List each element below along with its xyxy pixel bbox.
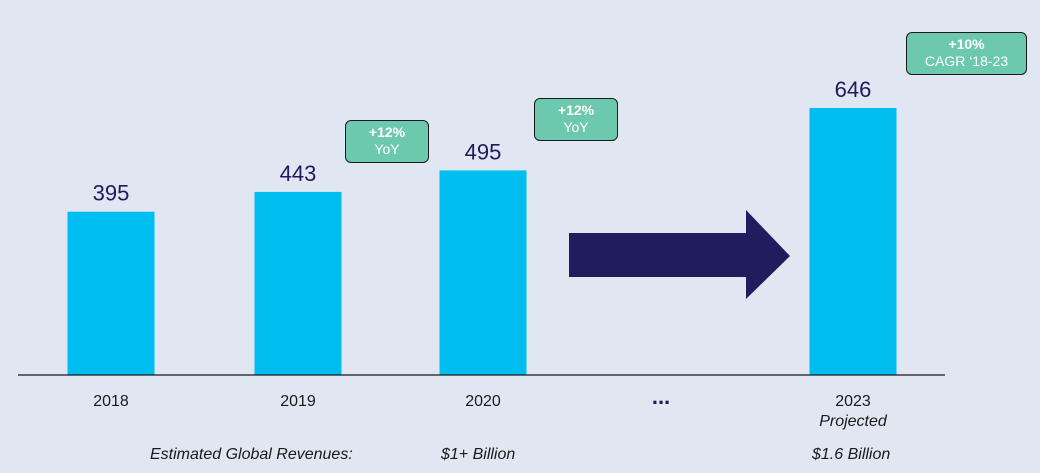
- value-label-2018: 395: [93, 181, 130, 206]
- yoy-badge-2019: +12% YoY: [345, 120, 429, 163]
- x-tick-label-2020: 2020: [465, 393, 501, 410]
- bar-2023: [809, 108, 897, 375]
- badge-text: YoY: [374, 141, 400, 157]
- x-tick-label-2019: 2019: [280, 393, 316, 410]
- badge-percent: +12%: [368, 124, 406, 140]
- badge-text: CAGR ‘18-23: [924, 53, 1009, 69]
- x-tick-label-2018: 2018: [93, 393, 129, 410]
- value-label-2023: 646: [835, 77, 872, 102]
- x-sublabel-2023: Projected: [819, 413, 888, 430]
- bar-2018: [67, 211, 155, 375]
- revenue-value-2020: $1+ Billion: [441, 446, 516, 463]
- revenue-value-2023: $1.6 Billion: [812, 446, 891, 463]
- revenue-row-label: Estimated Global Revenues:: [150, 446, 353, 463]
- bar-2020: [439, 170, 527, 375]
- yoy-badge-2020: +12% YoY: [534, 98, 618, 141]
- bars-group: 395 2018 443 2019 495 2020 646 2023 Projected: [67, 77, 897, 430]
- badge-percent: +10%: [948, 36, 985, 52]
- badge-percent: +12%: [557, 102, 595, 118]
- badge-text: YoY: [563, 119, 589, 135]
- trend-arrow-icon: [569, 210, 790, 299]
- cagr-badge: +10% CAGR ‘18-23: [906, 32, 1027, 75]
- value-label-2020: 495: [465, 139, 502, 164]
- x-tick-label-2023: 2023: [835, 393, 871, 410]
- value-label-2019: 443: [280, 161, 317, 186]
- ellipsis-label: ...: [652, 384, 670, 409]
- bar-2019: [254, 191, 342, 375]
